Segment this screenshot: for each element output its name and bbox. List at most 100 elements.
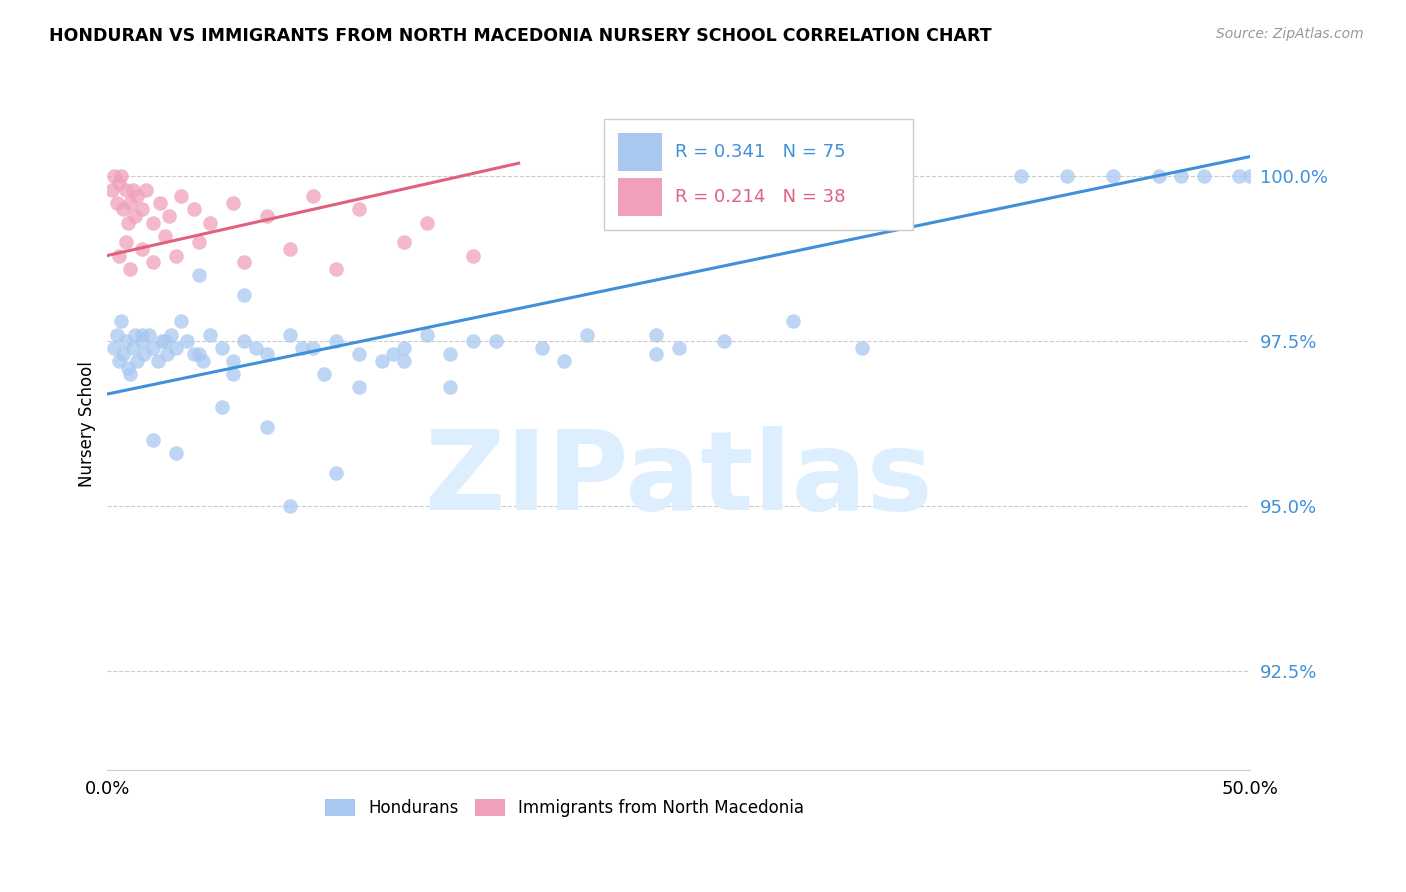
Point: [120, 195, 142, 210]
Point: [121, 341, 143, 355]
Point: [112, 347, 135, 361]
Point: [183, 347, 205, 361]
Point: [211, 401, 233, 415]
Point: [120, 261, 142, 276]
Point: [108, 354, 131, 368]
Point: [142, 215, 165, 229]
Point: [108, 248, 131, 262]
Point: [187, 235, 209, 250]
Point: [302, 189, 325, 203]
Point: [485, 334, 508, 349]
Point: [157, 209, 180, 223]
Point: [149, 195, 172, 210]
Point: [127, 354, 149, 368]
Point: [138, 327, 160, 342]
Point: [644, 347, 666, 361]
Point: [105, 195, 128, 210]
Point: [233, 334, 256, 349]
Point: [150, 334, 173, 349]
Point: [1170, 169, 1192, 184]
Point: [233, 255, 256, 269]
Point: [394, 341, 416, 355]
Point: [131, 334, 153, 349]
Point: [347, 347, 370, 361]
Point: [176, 334, 198, 349]
Point: [530, 341, 553, 355]
Point: [165, 341, 187, 355]
Point: [668, 341, 690, 355]
Point: [121, 183, 143, 197]
Y-axis label: Nursery School: Nursery School: [79, 360, 96, 487]
Point: [291, 341, 314, 355]
Point: [200, 327, 222, 342]
Point: [1227, 169, 1250, 184]
FancyBboxPatch shape: [605, 119, 912, 230]
Point: [1239, 169, 1261, 184]
Point: [1056, 169, 1078, 184]
Point: [713, 334, 735, 349]
Point: [187, 347, 209, 361]
Point: [142, 255, 165, 269]
Point: [124, 209, 146, 223]
Point: [127, 189, 149, 203]
Point: [160, 327, 183, 342]
Point: [132, 347, 155, 361]
Point: [187, 268, 209, 283]
Text: HONDURAN VS IMMIGRANTS FROM NORTH MACEDONIA NURSERY SCHOOL CORRELATION CHART: HONDURAN VS IMMIGRANTS FROM NORTH MACEDO…: [49, 27, 991, 45]
Point: [131, 202, 153, 217]
FancyBboxPatch shape: [619, 133, 662, 171]
Point: [278, 327, 301, 342]
Text: R = 0.214   N = 38: R = 0.214 N = 38: [675, 188, 846, 206]
Point: [156, 347, 179, 361]
Point: [103, 169, 125, 184]
Point: [222, 195, 245, 210]
Point: [416, 327, 439, 342]
Point: [101, 183, 124, 197]
Point: [325, 466, 347, 480]
Point: [153, 228, 176, 243]
Point: [142, 341, 165, 355]
Point: [325, 261, 347, 276]
Point: [114, 183, 136, 197]
Point: [461, 334, 484, 349]
Point: [302, 341, 325, 355]
Point: [211, 341, 233, 355]
Point: [382, 347, 405, 361]
Point: [105, 327, 128, 342]
Point: [131, 242, 153, 256]
Point: [439, 347, 461, 361]
FancyBboxPatch shape: [619, 178, 662, 216]
Point: [117, 360, 139, 375]
Point: [114, 334, 136, 349]
Point: [1147, 169, 1170, 184]
Point: [278, 242, 301, 256]
Point: [112, 202, 135, 217]
Point: [165, 446, 187, 460]
Point: [114, 235, 136, 250]
Point: [256, 420, 278, 434]
Point: [193, 354, 215, 368]
Text: ZIPatlas: ZIPatlas: [425, 425, 932, 533]
Point: [394, 354, 416, 368]
Point: [110, 314, 132, 328]
Point: [256, 209, 278, 223]
Text: Source: ZipAtlas.com: Source: ZipAtlas.com: [1216, 27, 1364, 41]
Point: [1194, 169, 1216, 184]
Point: [553, 354, 575, 368]
Point: [245, 341, 267, 355]
Point: [314, 368, 336, 382]
Point: [370, 354, 392, 368]
Point: [1102, 169, 1125, 184]
Point: [576, 327, 599, 342]
Point: [200, 215, 222, 229]
Text: R = 0.341   N = 75: R = 0.341 N = 75: [675, 143, 846, 161]
Point: [233, 288, 256, 302]
Point: [142, 434, 165, 448]
Point: [461, 248, 484, 262]
Point: [165, 248, 187, 262]
Point: [1011, 169, 1033, 184]
Point: [108, 176, 131, 190]
Point: [222, 354, 245, 368]
Legend: Hondurans, Immigrants from North Macedonia: Hondurans, Immigrants from North Macedon…: [318, 792, 811, 824]
Point: [169, 189, 191, 203]
